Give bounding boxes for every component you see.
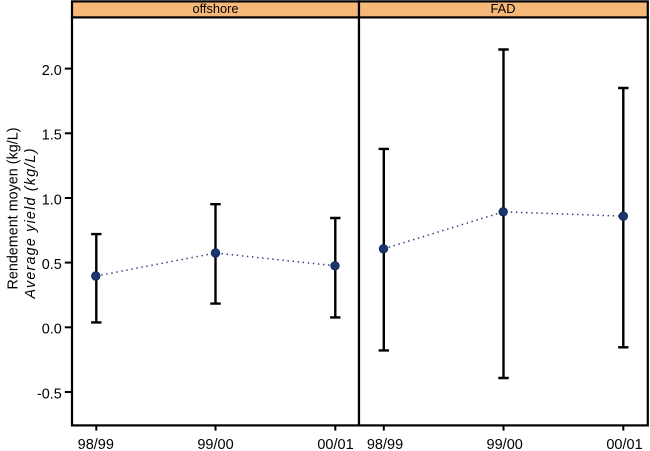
svg-text:99/00: 99/00	[487, 437, 523, 451]
svg-text:1.0: 1.0	[42, 192, 62, 208]
svg-text:Rendement moyen (kg/L): Rendement moyen (kg/L)	[5, 128, 21, 290]
svg-text:98/99: 98/99	[78, 437, 114, 451]
svg-text:0.5: 0.5	[42, 257, 62, 273]
svg-text:00/01: 00/01	[606, 437, 642, 451]
svg-text:FAD: FAD	[491, 1, 516, 16]
svg-text:offshore: offshore	[192, 1, 238, 16]
svg-text:2.0: 2.0	[42, 63, 62, 79]
svg-text:00/01: 00/01	[317, 437, 353, 451]
svg-text:Average yield (kg/L): Average yield (kg/L)	[23, 149, 39, 300]
svg-text:98/99: 98/99	[367, 437, 403, 451]
svg-text:1.5: 1.5	[42, 128, 62, 144]
svg-text:-0.5: -0.5	[37, 386, 62, 402]
svg-text:0.0: 0.0	[42, 322, 62, 338]
svg-text:99/00: 99/00	[197, 437, 233, 451]
